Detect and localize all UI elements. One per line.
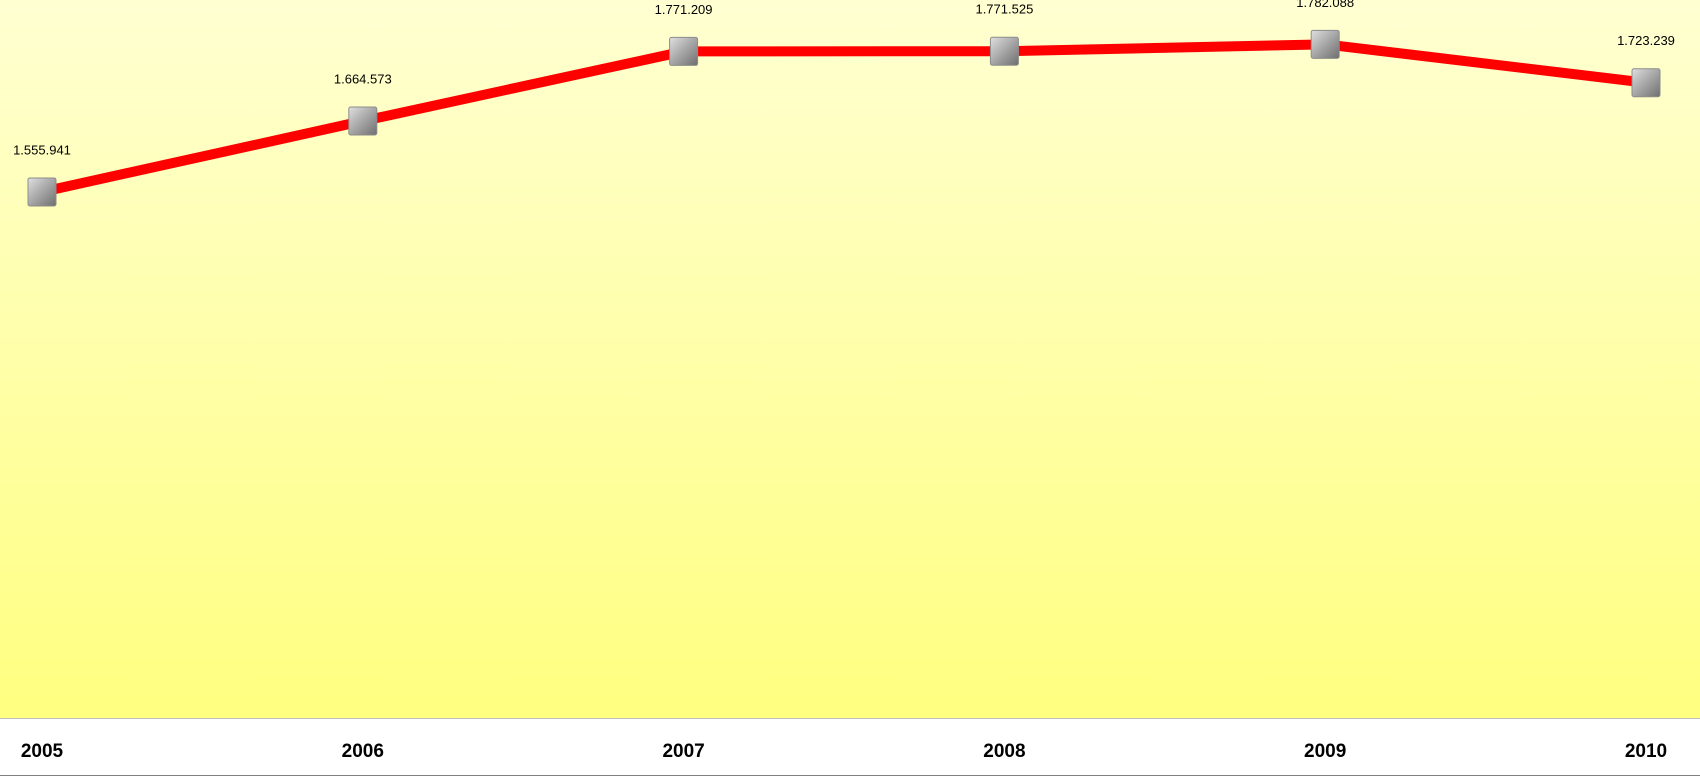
data-label: 1.723.239 [1617,33,1675,48]
x-tick-label: 2009 [1304,741,1346,762]
data-label: 1.782.088 [1296,0,1354,10]
x-tick-label: 2008 [983,741,1025,762]
marker [1631,68,1661,98]
data-label: 1.555.941 [13,142,71,157]
x-tick-label: 2007 [662,741,704,762]
x-tick-label: 2006 [342,741,384,762]
marker [669,36,699,66]
marker [27,177,57,207]
marker [348,106,378,136]
marker [1310,29,1340,59]
data-label: 1.664.573 [334,71,392,86]
marker [989,36,1019,66]
data-label: 1.771.209 [655,2,713,17]
x-tick-label: 2005 [21,741,64,762]
data-label: 1.771.525 [975,2,1033,17]
plot-area [0,0,1700,718]
series-line [40,39,1647,197]
x-tick-label: 2010 [1625,741,1667,762]
